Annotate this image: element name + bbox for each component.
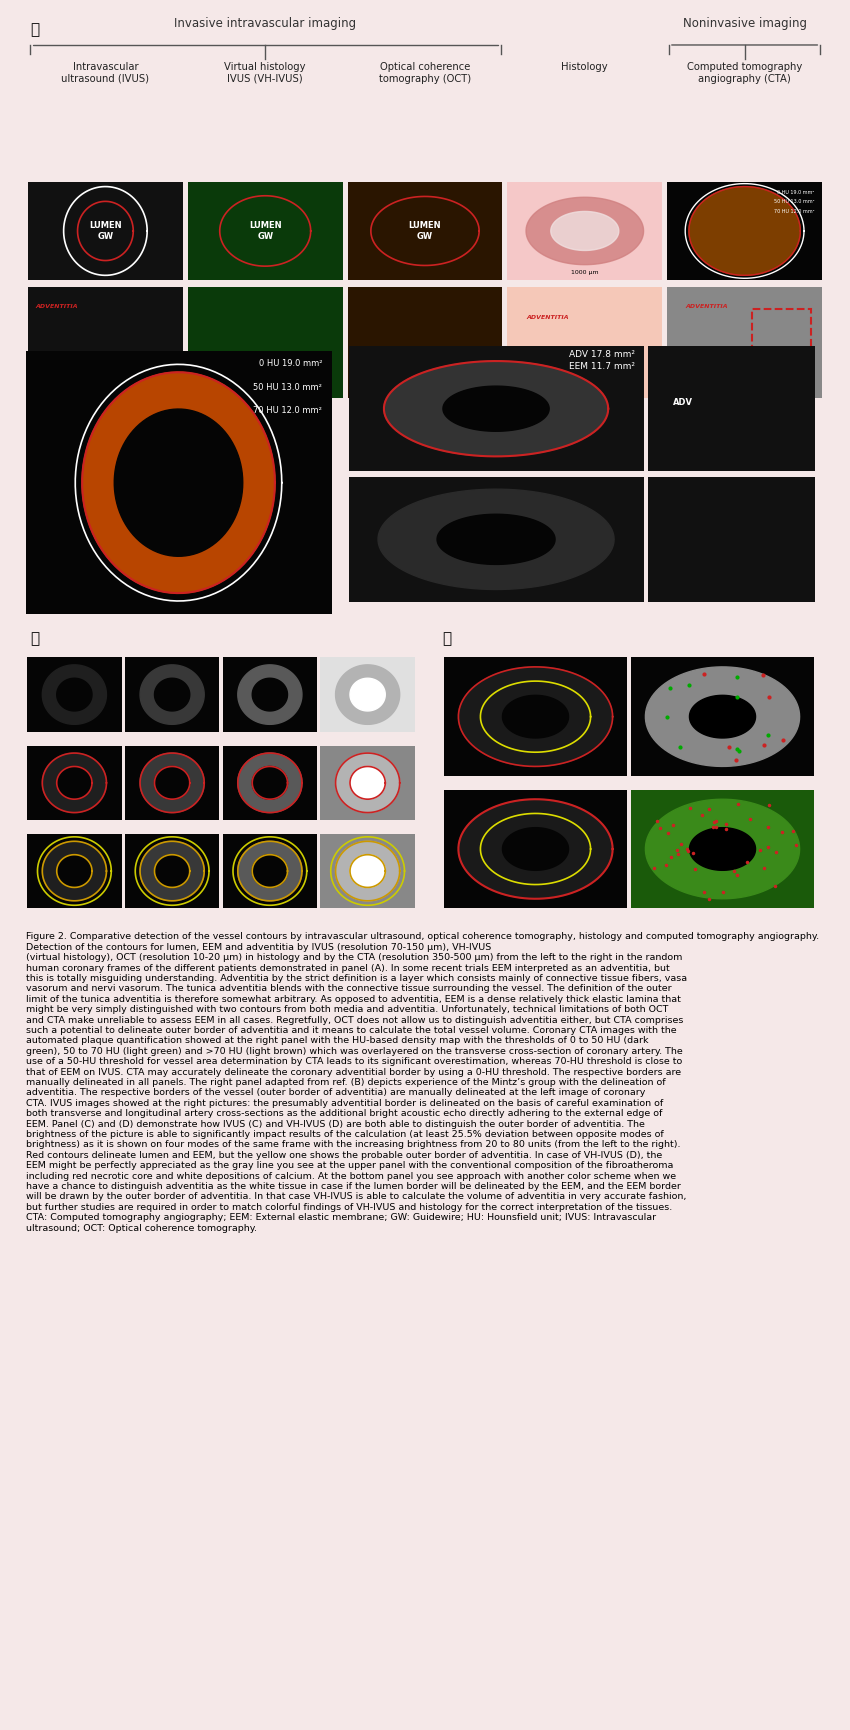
Text: LUMEN
GW: LUMEN GW [89,221,122,240]
Text: 50 HU 13.0 mm²: 50 HU 13.0 mm² [253,382,322,391]
Polygon shape [42,664,106,725]
Polygon shape [384,362,609,457]
Polygon shape [238,841,302,901]
Polygon shape [378,490,614,590]
Polygon shape [238,664,302,725]
Polygon shape [689,187,801,275]
Polygon shape [57,766,92,799]
Text: 1000 μm: 1000 μm [571,270,598,275]
Text: Optical coherence
tomography (OCT): Optical coherence tomography (OCT) [379,62,471,83]
Text: Intravascular
ultrasound (IVUS): Intravascular ultrasound (IVUS) [61,62,150,83]
Text: 0 HU 19.0 mm²: 0 HU 19.0 mm² [777,190,814,194]
Polygon shape [42,753,106,813]
Polygon shape [336,841,399,901]
Polygon shape [42,841,106,901]
Text: Contour of Lumen: Contour of Lumen [381,407,469,417]
Text: 50 HU 13.0 mm²: 50 HU 13.0 mm² [774,199,814,204]
Polygon shape [502,827,569,870]
Polygon shape [252,678,287,711]
Polygon shape [645,666,800,766]
Text: Ⓑ: Ⓑ [30,334,39,349]
Text: Computed tomography
angiography (CTA): Computed tomography angiography (CTA) [687,62,802,83]
Text: Two contours of EEM: Two contours of EEM [694,407,795,417]
Text: Ⓓ: Ⓓ [442,631,451,647]
Polygon shape [114,408,243,557]
Text: Ⓒ: Ⓒ [30,631,39,647]
Text: Noninvasive imaging: Noninvasive imaging [683,17,807,31]
Bar [752,310,811,375]
Text: Figure 2. Comparative detection of the vessel contours by intravascular ultrasou: Figure 2. Comparative detection of the v… [26,932,819,1233]
Polygon shape [645,799,800,900]
Polygon shape [140,841,204,901]
Polygon shape [155,678,190,711]
Polygon shape [252,766,287,799]
Polygon shape [507,287,662,398]
Polygon shape [526,197,643,265]
Polygon shape [155,855,190,887]
Polygon shape [336,664,399,725]
Text: LUMEN
GW: LUMEN GW [249,221,281,240]
Text: 70 HU 12.0 mm²: 70 HU 12.0 mm² [253,407,322,415]
Text: ADV: ADV [673,398,694,407]
Text: 70 HU 12.0 mm²: 70 HU 12.0 mm² [774,209,814,215]
Polygon shape [57,855,92,887]
Polygon shape [458,666,613,766]
Polygon shape [551,211,619,251]
Polygon shape [140,753,204,813]
Text: Two contours of EEM: Two contours of EEM [55,407,156,417]
Text: Invasive intravascular imaging: Invasive intravascular imaging [174,17,356,31]
Polygon shape [350,855,385,887]
Polygon shape [57,678,92,711]
Polygon shape [155,766,190,799]
Polygon shape [689,695,756,739]
Polygon shape [443,386,549,431]
Polygon shape [437,514,555,564]
Text: ADVENTITIA: ADVENTITIA [526,315,569,320]
Polygon shape [458,799,613,900]
Text: ADVENTITIA: ADVENTITIA [36,304,78,308]
Text: ADV 17.8 mm²: ADV 17.8 mm² [569,349,635,358]
Polygon shape [350,766,385,799]
Polygon shape [82,372,275,593]
Polygon shape [350,678,385,711]
Polygon shape [238,753,302,813]
Text: Histology: Histology [562,62,608,73]
Polygon shape [140,664,204,725]
Polygon shape [252,855,287,887]
Text: ADVENTITIA: ADVENTITIA [686,304,728,308]
Text: EEM 11.7 mm²: EEM 11.7 mm² [569,362,635,372]
Text: 0 HU 19.0 mm²: 0 HU 19.0 mm² [258,360,322,368]
Polygon shape [502,695,569,739]
Polygon shape [336,753,399,813]
Text: LUMEN
GW: LUMEN GW [409,221,441,240]
Polygon shape [689,827,756,870]
Text: Ⓐ: Ⓐ [30,22,39,38]
Text: Virtual histology
IVUS (VH-IVUS): Virtual histology IVUS (VH-IVUS) [224,62,306,83]
